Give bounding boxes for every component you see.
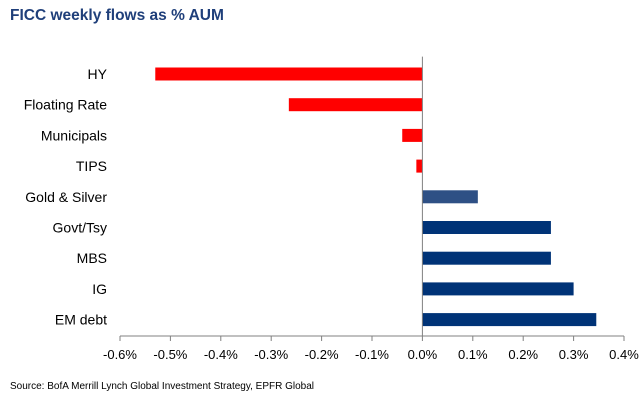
x-tick-label: 0.2% <box>508 347 538 362</box>
bar-ig <box>422 282 574 296</box>
bar-tips <box>416 159 423 173</box>
x-tick-label: -0.1% <box>355 347 389 362</box>
chart-title: FICC weekly flows as % AUM <box>10 7 224 24</box>
bar-hy <box>155 67 423 81</box>
x-tick-label: -0.6% <box>103 347 137 362</box>
x-tick-label: -0.4% <box>204 347 238 362</box>
bar-em-debt <box>422 313 597 327</box>
category-label: IG <box>92 281 107 297</box>
category-label: HY <box>88 66 108 82</box>
x-tick-label: -0.5% <box>153 347 187 362</box>
category-label: Govt/Tsy <box>53 220 107 236</box>
bar-floating-rate <box>288 98 423 112</box>
bar-gold-silver <box>422 190 478 204</box>
x-tick-label: -0.2% <box>305 347 339 362</box>
x-tick-label: 0.0% <box>408 347 438 362</box>
bar-govt-tsy <box>422 221 551 234</box>
bar-municipals <box>402 128 423 142</box>
x-tick-label: 0.4% <box>609 347 639 362</box>
x-tick-label: 0.3% <box>559 347 589 362</box>
category-label: Gold & Silver <box>25 189 107 205</box>
category-label: TIPS <box>76 158 107 174</box>
bar-mbs <box>422 251 551 265</box>
category-label: Floating Rate <box>24 97 107 113</box>
source-note: Source: BofA Merrill Lynch Global Invest… <box>10 381 315 392</box>
x-tick-label: -0.3% <box>254 347 288 362</box>
category-label: MBS <box>77 250 107 266</box>
category-label: EM debt <box>55 312 107 328</box>
x-tick-label: 0.1% <box>458 347 488 362</box>
category-label: Municipals <box>41 127 107 143</box>
